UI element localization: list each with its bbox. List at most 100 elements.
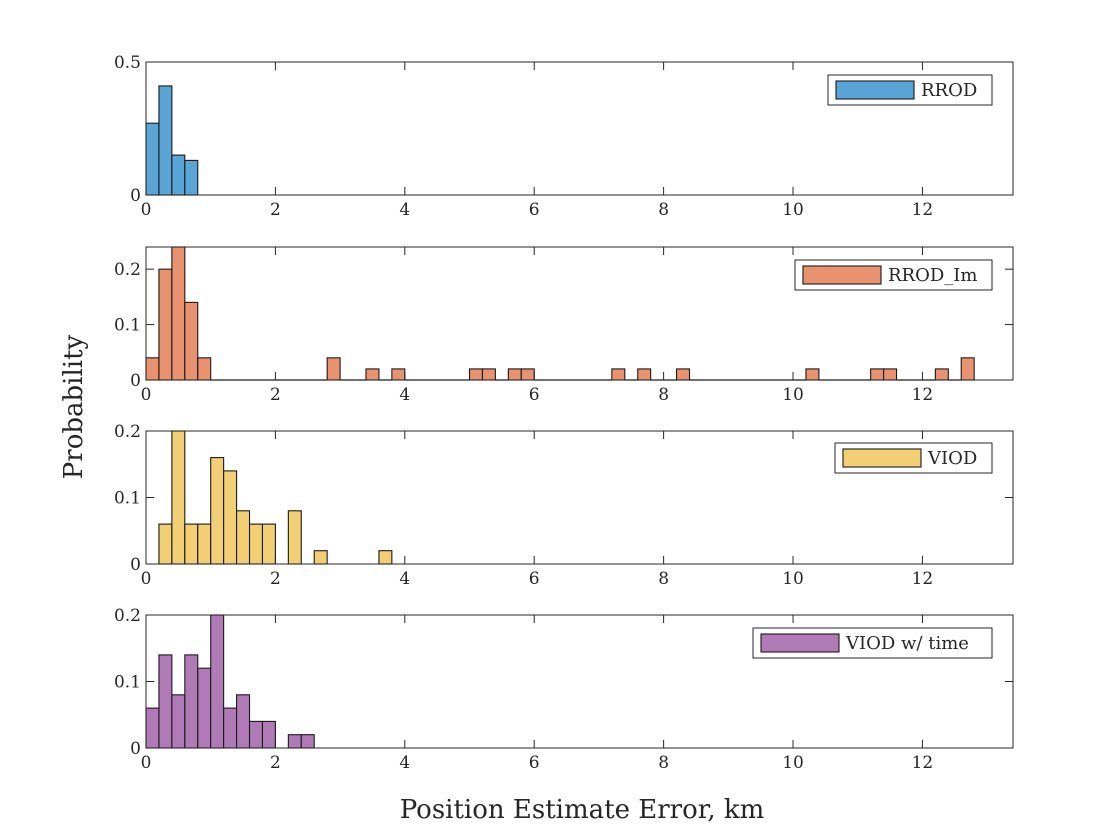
legend-label: VIOD — [927, 448, 977, 469]
y-tick-label: 0.1 — [114, 489, 141, 509]
x-tick-label: 2 — [270, 200, 281, 220]
y-tick-label: 0.1 — [114, 673, 141, 693]
histogram-bar — [300, 734, 315, 749]
x-tick-label: 4 — [399, 385, 410, 405]
x-tick-label: 2 — [270, 569, 281, 589]
histogram-bar — [145, 122, 160, 196]
x-tick-label: 2 — [270, 385, 281, 405]
histogram-bar — [184, 523, 199, 565]
histogram-bar — [223, 707, 238, 749]
y-tick-label: 0 — [130, 555, 141, 575]
histogram-bar — [520, 368, 535, 381]
histogram-bar — [171, 430, 186, 565]
x-tick-label: 12 — [912, 385, 934, 405]
histogram-bar — [158, 654, 173, 749]
histogram-bar — [287, 510, 302, 565]
legend-label: RROD_Im — [888, 265, 977, 286]
x-tick-label: 0 — [141, 385, 152, 405]
histogram-bar — [197, 357, 212, 381]
y-tick-label: 0 — [130, 739, 141, 759]
histogram-bar — [158, 85, 173, 196]
x-tick-label: 6 — [529, 385, 540, 405]
histogram-bar — [248, 523, 264, 565]
histogram-bar — [287, 734, 302, 749]
histogram-bar — [145, 357, 160, 381]
histogram-bar — [184, 654, 199, 749]
y-tick-label: 0.1 — [114, 316, 141, 336]
y-tick-label: 0.2 — [114, 606, 141, 626]
histogram-bar — [184, 301, 199, 381]
x-tick-label: 6 — [529, 753, 540, 773]
y-tick-label: 0 — [130, 186, 141, 206]
x-tick-label: 10 — [782, 200, 804, 220]
panel-4: 0 2 4 6 8 10 12 0 0.1 0.2 VIOD w/ time — [114, 606, 1014, 773]
legend-label: RROD — [921, 80, 977, 101]
histogram-bar — [507, 368, 522, 381]
x-tick-label: 0 — [141, 569, 152, 589]
x-tick-label: 4 — [399, 753, 410, 773]
legend-swatch — [835, 80, 915, 100]
histogram-bar — [883, 368, 898, 381]
histogram-bar — [158, 268, 173, 381]
axes-box — [145, 61, 1014, 196]
x-tick-label: 12 — [912, 569, 934, 589]
histogram-bar — [326, 357, 341, 381]
histogram-bar — [210, 457, 225, 565]
y-tick-label: 0 — [130, 371, 141, 391]
histogram-bar — [248, 720, 264, 749]
legend-label: VIOD w/ time — [845, 633, 969, 654]
x-tick-label: 8 — [658, 753, 669, 773]
histogram-bar — [960, 357, 975, 381]
histogram-bar — [391, 368, 406, 381]
histogram-bar — [184, 159, 199, 196]
histogram-bar — [236, 694, 251, 749]
legend-swatch — [802, 265, 882, 285]
histogram-bar — [197, 523, 212, 565]
axes-box — [145, 246, 1014, 381]
histogram-bar — [261, 523, 276, 565]
x-tick-label: 6 — [529, 200, 540, 220]
histogram-bar — [145, 707, 160, 749]
x-tick-label: 10 — [782, 753, 804, 773]
histogram-bar — [870, 368, 885, 381]
x-tick-label: 10 — [782, 569, 804, 589]
histogram-bar — [197, 667, 212, 749]
legend-swatch — [842, 448, 922, 468]
x-tick-label: 6 — [529, 569, 540, 589]
x-tick-label: 4 — [399, 569, 410, 589]
histogram-bar — [223, 470, 238, 565]
panel-1: 0 2 4 6 8 10 12 0 0.5 RROD — [114, 53, 1014, 220]
x-tick-label: 2 — [270, 753, 281, 773]
x-tick-label: 8 — [658, 200, 669, 220]
panel-3: 0 2 4 6 8 10 12 0 0.1 0.2 VIOD — [114, 422, 1014, 589]
x-axis-label: Position Estimate Error, km — [400, 795, 765, 825]
histogram-bar — [171, 694, 186, 749]
histogram-bar — [236, 510, 251, 565]
panel-2: 0 2 4 6 8 10 12 0 0.1 0.2 RROD_Im — [114, 246, 1014, 405]
histogram-bar — [637, 368, 652, 381]
x-tick-label: 0 — [141, 200, 152, 220]
histogram-bar — [210, 614, 225, 749]
histogram-bar — [805, 368, 820, 381]
histogram-panels: 0 2 4 6 8 10 12 0 0.5 RROD 0 2 4 6 8 10 12 0 0.1 0.2 RROD_Im… — [114, 53, 1014, 773]
y-tick-label: 0.2 — [114, 422, 141, 442]
histogram-bar — [365, 368, 380, 381]
histogram-bar — [934, 368, 949, 381]
x-tick-label: 12 — [912, 753, 934, 773]
histogram-bar — [676, 368, 691, 381]
histogram-bar — [171, 154, 186, 196]
x-tick-label: 4 — [399, 200, 410, 220]
histogram-bar — [611, 368, 626, 381]
x-tick-label: 12 — [912, 200, 934, 220]
histogram-bar — [171, 246, 186, 381]
x-tick-label: 8 — [658, 569, 669, 589]
histogram-bar — [378, 550, 393, 565]
legend-swatch — [760, 633, 840, 653]
histogram-bar — [261, 720, 276, 749]
histogram-bar — [481, 368, 496, 381]
y-tick-label: 0.5 — [114, 53, 141, 73]
x-tick-label: 10 — [782, 385, 804, 405]
y-tick-label: 0.2 — [114, 260, 141, 280]
histogram-bar — [158, 523, 173, 565]
